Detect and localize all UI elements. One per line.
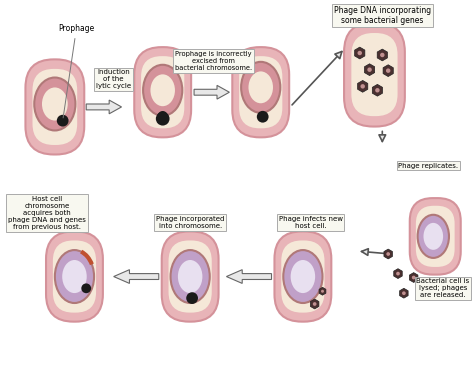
- FancyBboxPatch shape: [33, 69, 77, 145]
- Ellipse shape: [42, 88, 68, 121]
- FancyBboxPatch shape: [416, 206, 455, 267]
- Polygon shape: [310, 299, 319, 309]
- FancyBboxPatch shape: [410, 198, 461, 275]
- Text: Phage incorporated
into chromosome.: Phage incorporated into chromosome.: [156, 216, 224, 229]
- Polygon shape: [410, 273, 418, 282]
- Ellipse shape: [150, 74, 175, 106]
- Text: Phage DNA incorporating
some bacterial genes: Phage DNA incorporating some bacterial g…: [334, 6, 431, 25]
- Ellipse shape: [283, 250, 322, 303]
- Polygon shape: [400, 288, 408, 298]
- Ellipse shape: [178, 260, 202, 293]
- Text: Host cell
chromosome
acquires both
phage DNA and genes
from previous host.: Host cell chromosome acquires both phage…: [8, 196, 86, 230]
- FancyBboxPatch shape: [232, 47, 289, 137]
- Circle shape: [412, 276, 416, 280]
- Circle shape: [360, 84, 365, 89]
- Text: Prophage: Prophage: [58, 24, 94, 118]
- Circle shape: [375, 88, 380, 93]
- FancyBboxPatch shape: [26, 60, 84, 154]
- Circle shape: [357, 51, 362, 55]
- Circle shape: [386, 252, 390, 256]
- FancyBboxPatch shape: [344, 23, 405, 127]
- Ellipse shape: [143, 65, 182, 116]
- FancyBboxPatch shape: [141, 56, 184, 128]
- Ellipse shape: [423, 223, 443, 250]
- FancyArrow shape: [114, 270, 159, 283]
- Text: Induction
of the
lytic cycle: Induction of the lytic cycle: [96, 70, 131, 89]
- Circle shape: [380, 53, 384, 57]
- Polygon shape: [319, 287, 326, 295]
- Text: Prophage is incorrectly
excised from
bacterial chromosome.: Prophage is incorrectly excised from bac…: [175, 51, 252, 71]
- FancyBboxPatch shape: [281, 240, 325, 313]
- Circle shape: [313, 302, 317, 306]
- Circle shape: [386, 68, 391, 73]
- Circle shape: [402, 291, 406, 295]
- FancyBboxPatch shape: [162, 232, 219, 322]
- Ellipse shape: [62, 260, 87, 293]
- Circle shape: [367, 68, 372, 72]
- Polygon shape: [372, 84, 383, 96]
- FancyBboxPatch shape: [351, 33, 398, 116]
- FancyArrow shape: [194, 85, 229, 99]
- Polygon shape: [383, 65, 393, 76]
- Text: Bacterial cell is
lysed; phages
are released.: Bacterial cell is lysed; phages are rele…: [417, 278, 470, 298]
- Polygon shape: [377, 49, 387, 61]
- Circle shape: [156, 112, 170, 126]
- Ellipse shape: [241, 62, 280, 113]
- Circle shape: [321, 290, 324, 293]
- Polygon shape: [355, 47, 365, 59]
- FancyBboxPatch shape: [53, 240, 96, 313]
- Ellipse shape: [34, 78, 75, 131]
- Circle shape: [82, 283, 91, 293]
- Text: Phage replicates.: Phage replicates.: [398, 163, 458, 169]
- Circle shape: [257, 111, 269, 122]
- Ellipse shape: [248, 71, 273, 103]
- FancyBboxPatch shape: [169, 240, 212, 313]
- Text: Bacterial
chromosome: Bacterial chromosome: [30, 195, 80, 215]
- Polygon shape: [394, 269, 402, 278]
- Ellipse shape: [418, 215, 449, 258]
- Polygon shape: [357, 81, 368, 92]
- FancyBboxPatch shape: [46, 232, 103, 322]
- FancyBboxPatch shape: [134, 47, 191, 137]
- Circle shape: [396, 272, 400, 275]
- FancyArrow shape: [86, 100, 121, 114]
- Polygon shape: [384, 249, 392, 259]
- Ellipse shape: [171, 250, 210, 303]
- FancyBboxPatch shape: [239, 56, 283, 128]
- FancyArrow shape: [227, 270, 272, 283]
- Ellipse shape: [55, 250, 94, 303]
- Circle shape: [57, 115, 69, 127]
- Ellipse shape: [291, 260, 315, 293]
- Text: Phage infects new
host cell.: Phage infects new host cell.: [279, 216, 343, 229]
- Polygon shape: [365, 64, 374, 76]
- FancyBboxPatch shape: [274, 232, 331, 322]
- Circle shape: [186, 292, 198, 304]
